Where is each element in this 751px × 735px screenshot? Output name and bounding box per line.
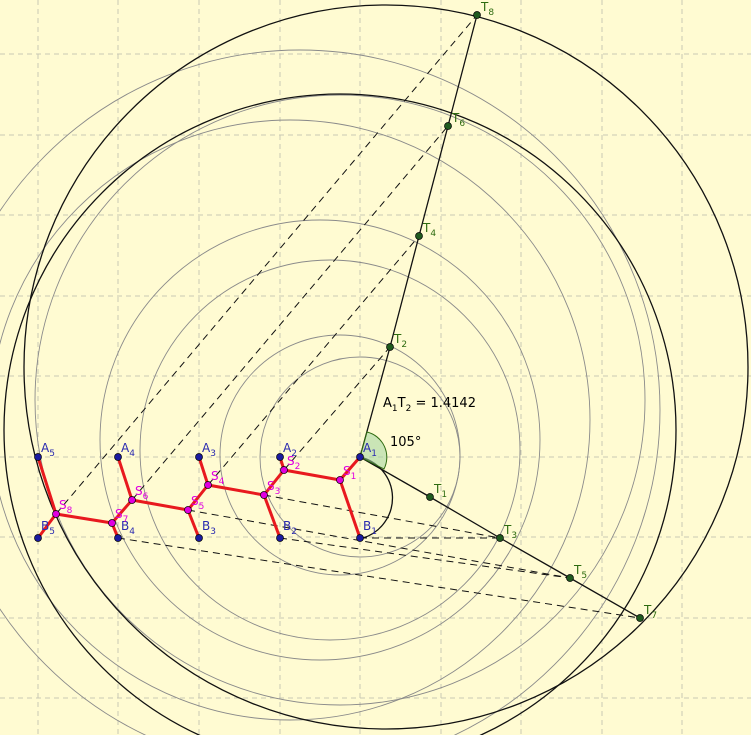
- dashed-line: [207, 235, 420, 486]
- label-s5: S5: [191, 494, 204, 512]
- point-a1[interactable]: [356, 453, 364, 461]
- point-t3[interactable]: [496, 534, 504, 542]
- point-s5[interactable]: [184, 506, 192, 514]
- dashed-line: [55, 14, 478, 515]
- dashed-line: [263, 494, 501, 539]
- label-b4: B4: [121, 519, 135, 537]
- red-segment: [36, 512, 58, 540]
- point-s2[interactable]: [280, 466, 288, 474]
- point-b1[interactable]: [356, 534, 364, 542]
- construction-circle: [0, 119, 591, 721]
- dashed-lines: [55, 14, 641, 619]
- outer-circles: [3, 4, 749, 735]
- point-b4[interactable]: [114, 534, 122, 542]
- dashed-line: [117, 537, 641, 619]
- outer-circle: [3, 93, 677, 735]
- label-s4: S4: [211, 469, 225, 487]
- angle-wedge: [359, 431, 388, 470]
- point-t5[interactable]: [566, 574, 574, 582]
- outer-circle: [23, 4, 749, 730]
- measurement-label: A1T2 = 1.4142: [383, 396, 476, 414]
- label-a3: A3: [202, 441, 216, 459]
- label-b2: B2: [283, 519, 297, 537]
- dashed-line: [279, 537, 571, 579]
- point-labels: A1 A2 A3 A4 A5 B1 B2 B3 B4 B5 T1 T2 T3 T4 T5 T6 T7 T8 S1 S2…: [41, 0, 657, 621]
- label-s8: S8: [59, 498, 73, 516]
- label-b1: B1: [363, 519, 377, 537]
- dashed-line: [283, 346, 391, 471]
- label-a4: A4: [121, 441, 135, 459]
- point-s8[interactable]: [52, 510, 60, 518]
- point-a3[interactable]: [195, 453, 203, 461]
- point-b3[interactable]: [195, 534, 203, 542]
- point-b2[interactable]: [276, 534, 284, 542]
- angle-marker: 105°: [359, 431, 421, 470]
- label-a2: A2: [283, 441, 297, 459]
- construction-circle: [139, 259, 521, 641]
- construction-circle: [34, 94, 646, 706]
- point-s1[interactable]: [336, 476, 344, 484]
- point-t2[interactable]: [386, 343, 394, 351]
- point-t4[interactable]: [415, 232, 423, 240]
- points: [34, 11, 644, 622]
- label-b3: B3: [202, 519, 216, 537]
- label-a1: A1: [363, 441, 377, 459]
- label-s2: S2: [287, 454, 300, 472]
- label-t1: T1: [433, 482, 447, 500]
- label-t2: T2: [393, 332, 407, 350]
- label-b5: B5: [41, 519, 55, 537]
- red-segment: [36, 455, 114, 525]
- label-a5: A5: [41, 441, 55, 459]
- point-t6[interactable]: [444, 122, 452, 130]
- dashed-line: [131, 125, 449, 501]
- point-a5[interactable]: [34, 453, 42, 461]
- label-t5: T5: [573, 563, 587, 581]
- point-t7[interactable]: [636, 614, 644, 622]
- label-s3: S3: [267, 479, 280, 497]
- label-t7: T7: [643, 603, 657, 621]
- label-t6: T6: [451, 111, 465, 129]
- point-s7[interactable]: [108, 519, 116, 527]
- construction-circle: [0, 49, 661, 735]
- point-s3[interactable]: [260, 491, 268, 499]
- construction-circles: [0, 49, 661, 735]
- point-s6[interactable]: [128, 496, 136, 504]
- label-s1: S1: [343, 464, 356, 482]
- point-t1[interactable]: [426, 493, 434, 501]
- label-t4: T4: [422, 221, 436, 239]
- angle-label: 105°: [390, 435, 421, 450]
- label-s7: S7: [115, 507, 128, 525]
- red-segment: [197, 455, 266, 497]
- point-s4[interactable]: [204, 481, 212, 489]
- construction-circle: [219, 334, 461, 576]
- label-s6: S6: [135, 484, 149, 502]
- point-a4[interactable]: [114, 453, 122, 461]
- label-t3: T3: [503, 523, 517, 541]
- construction-circle: [99, 219, 541, 661]
- ray-lines: [359, 14, 641, 619]
- point-b5[interactable]: [34, 534, 42, 542]
- dashed-line: [187, 509, 571, 579]
- label-t8: T8: [480, 0, 494, 18]
- point-a2[interactable]: [276, 453, 284, 461]
- point-t8[interactable]: [473, 11, 481, 19]
